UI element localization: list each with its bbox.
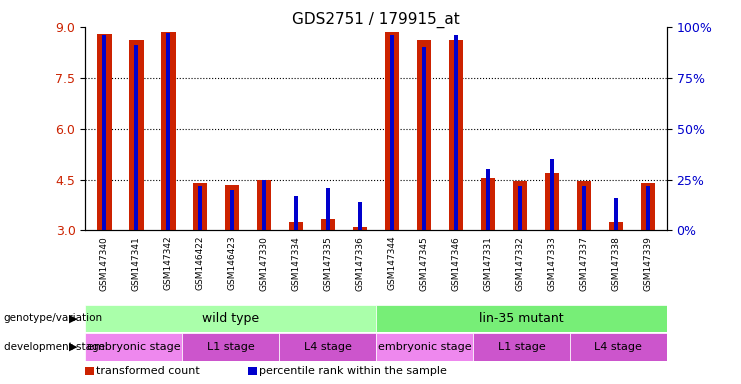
Text: ▶: ▶ <box>70 342 78 352</box>
Text: ▶: ▶ <box>70 313 78 323</box>
Bar <box>193 183 207 230</box>
Bar <box>582 185 586 230</box>
Text: genotype/variation: genotype/variation <box>4 313 103 323</box>
Bar <box>97 34 112 230</box>
Text: GSM147332: GSM147332 <box>516 236 525 291</box>
Text: lin-35 mutant: lin-35 mutant <box>479 312 564 325</box>
Bar <box>134 45 139 230</box>
Text: L1 stage: L1 stage <box>498 342 545 352</box>
Text: GSM147342: GSM147342 <box>164 236 173 291</box>
Text: GSM147337: GSM147337 <box>579 236 588 291</box>
Text: GDS2751 / 179915_at: GDS2751 / 179915_at <box>292 12 460 28</box>
Text: embryonic stage: embryonic stage <box>87 342 181 352</box>
Bar <box>640 183 655 230</box>
Text: GSM147338: GSM147338 <box>611 236 620 291</box>
Text: GSM147344: GSM147344 <box>388 236 396 291</box>
Bar <box>454 35 458 230</box>
Text: L4 stage: L4 stage <box>594 342 642 352</box>
Text: transformed count: transformed count <box>96 366 200 376</box>
Bar <box>486 169 490 230</box>
Text: GSM147345: GSM147345 <box>419 236 428 291</box>
Bar <box>102 35 107 230</box>
Bar <box>257 180 271 230</box>
Bar <box>321 218 336 230</box>
Bar <box>518 185 522 230</box>
Bar <box>390 35 394 230</box>
Text: L4 stage: L4 stage <box>304 342 351 352</box>
Bar <box>225 185 239 230</box>
Text: GSM147339: GSM147339 <box>643 236 652 291</box>
Bar <box>230 190 234 230</box>
Bar <box>353 227 368 230</box>
Bar <box>645 185 650 230</box>
Bar <box>279 333 376 361</box>
Bar <box>545 173 559 230</box>
Bar <box>129 40 144 230</box>
Text: GSM147336: GSM147336 <box>356 236 365 291</box>
Text: wild type: wild type <box>202 312 259 325</box>
Bar <box>85 333 182 361</box>
Text: GSM147335: GSM147335 <box>324 236 333 291</box>
Text: L1 stage: L1 stage <box>207 342 254 352</box>
Text: GSM147333: GSM147333 <box>548 236 556 291</box>
Bar <box>422 47 426 230</box>
Text: GSM147340: GSM147340 <box>100 236 109 291</box>
Bar <box>576 181 591 230</box>
Bar <box>358 202 362 230</box>
Bar <box>473 333 570 361</box>
Bar <box>513 181 527 230</box>
Text: GSM146423: GSM146423 <box>227 236 236 291</box>
Bar <box>608 222 623 230</box>
Bar <box>161 32 176 230</box>
Bar <box>376 305 667 332</box>
Bar <box>262 180 266 230</box>
Bar <box>166 33 170 230</box>
Bar <box>182 333 279 361</box>
Text: GSM147330: GSM147330 <box>259 236 269 291</box>
Bar <box>294 196 298 230</box>
Text: GSM147331: GSM147331 <box>483 236 493 291</box>
Bar <box>550 159 554 230</box>
Bar <box>416 40 431 230</box>
Text: development stage: development stage <box>4 342 104 352</box>
Bar <box>614 198 618 230</box>
Bar <box>85 305 376 332</box>
Text: embryonic stage: embryonic stage <box>378 342 471 352</box>
Bar <box>385 32 399 230</box>
Text: GSM147346: GSM147346 <box>451 236 460 291</box>
Bar <box>198 185 202 230</box>
Bar <box>449 40 463 230</box>
Bar <box>289 222 303 230</box>
Bar <box>326 188 330 230</box>
Bar <box>376 333 473 361</box>
Bar <box>570 333 667 361</box>
Text: percentile rank within the sample: percentile rank within the sample <box>259 366 448 376</box>
Text: GSM147341: GSM147341 <box>132 236 141 291</box>
Bar <box>481 178 495 230</box>
Text: GSM147334: GSM147334 <box>292 236 301 291</box>
Text: GSM146422: GSM146422 <box>196 236 205 290</box>
